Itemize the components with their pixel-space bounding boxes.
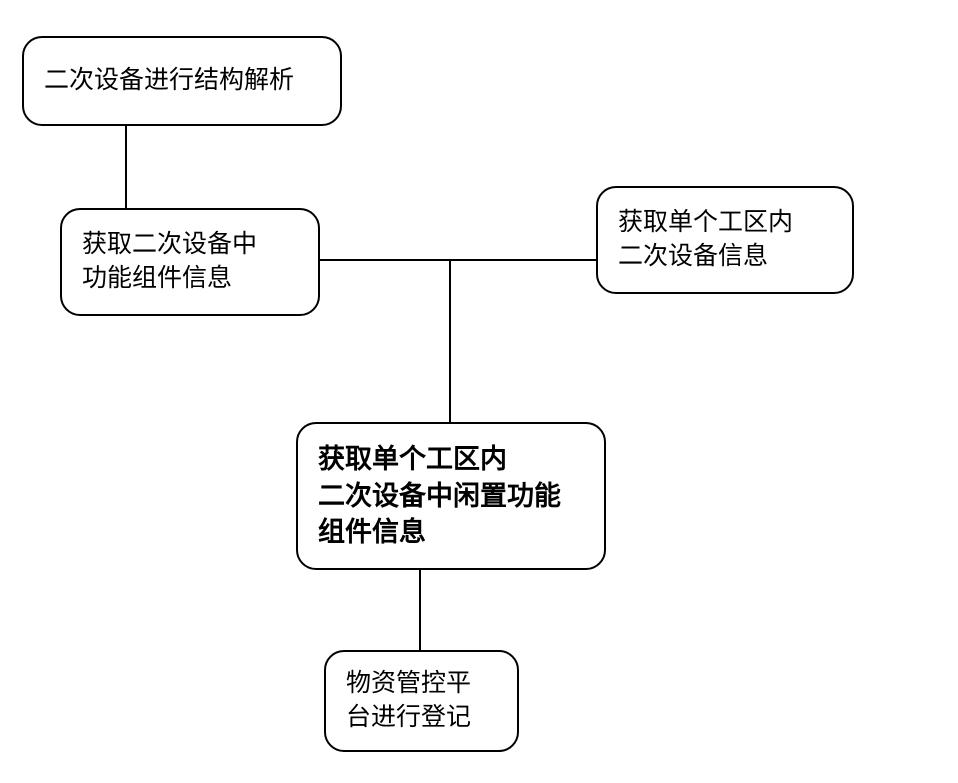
node-structural-analysis: 二次设备进行结构解析 xyxy=(22,36,342,126)
node-get-idle-component-info: 获取单个工区内 二次设备中闲置功能 组件信息 xyxy=(296,422,606,570)
node-get-zone-equipment-info: 获取单个工区内 二次设备信息 xyxy=(596,186,854,294)
node-get-component-info: 获取二次设备中 功能组件信息 xyxy=(60,208,320,316)
node-label: 二次设备进行结构解析 xyxy=(44,64,294,98)
node-label: 获取单个工区内 二次设备中闲置功能 组件信息 xyxy=(318,441,561,550)
node-label: 获取单个工区内 二次设备信息 xyxy=(618,206,793,274)
node-label: 物资管控平 台进行登记 xyxy=(346,667,471,735)
node-label: 获取二次设备中 功能组件信息 xyxy=(82,228,257,296)
node-register-platform: 物资管控平 台进行登记 xyxy=(324,650,519,752)
